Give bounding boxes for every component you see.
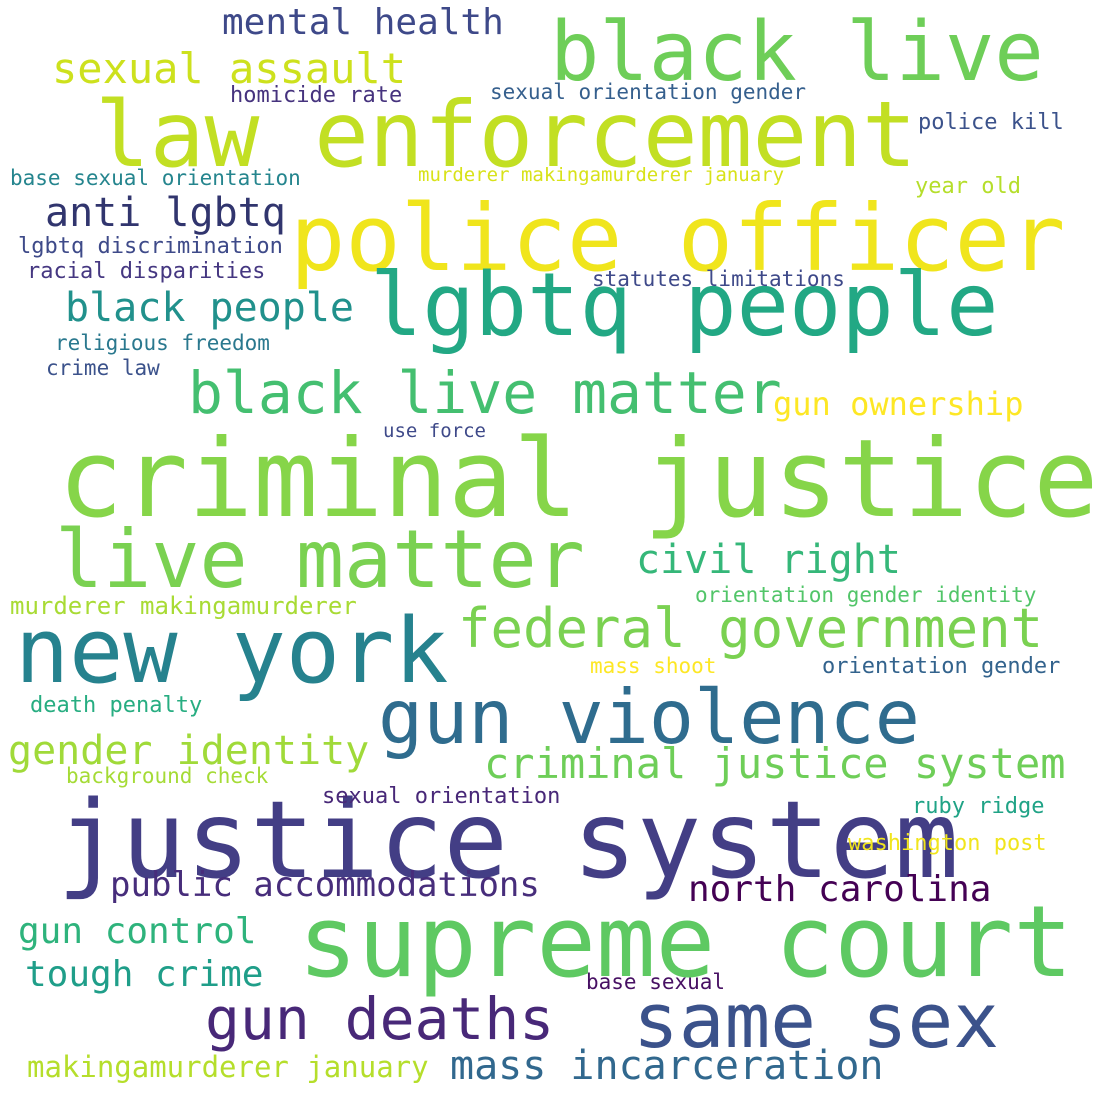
- word-gun-deaths: gun deaths: [205, 985, 555, 1053]
- word-black-people: black people: [65, 285, 354, 331]
- word-black-live-matter: black live matter: [188, 359, 782, 427]
- word-live-matter: live matter: [55, 513, 585, 606]
- word-tough-crime: tough crime: [25, 954, 264, 995]
- word-mass-incarceration: mass incarceration: [450, 1043, 884, 1089]
- word-criminal-justice-system: criminal justice system: [484, 739, 1066, 788]
- word-lgbtq-people: lgbtq people: [370, 254, 999, 356]
- word-base-sexual: base sexual: [586, 970, 726, 994]
- word-gun-ownership: gun ownership: [773, 385, 1024, 423]
- word-racial-disparities: racial disparities: [27, 259, 266, 284]
- word-same-sex: same sex: [633, 976, 1000, 1065]
- word-religious-freedom: religious freedom: [55, 331, 270, 355]
- word-murderer-makingamurderer-january: murderer makingamurderer january: [418, 164, 785, 186]
- word-makingamurderer-january: makingamurderer january: [27, 1050, 429, 1084]
- word-federal-government: federal government: [458, 597, 1044, 660]
- word-new-york: new york: [15, 599, 449, 704]
- word-sexual-orientation-gender: sexual orientation gender: [490, 80, 807, 104]
- word-base-sexual-orientation: base sexual orientation: [10, 166, 301, 190]
- word-police-officer: police officer: [290, 185, 1066, 292]
- word-death-penalty: death penalty: [30, 693, 203, 718]
- word-supreme-court: supreme court: [298, 885, 1073, 1000]
- word-north-carolina: north carolina: [688, 869, 992, 910]
- word-mental-health: mental health: [222, 2, 504, 43]
- word-ruby-ridge: ruby ridge: [912, 794, 1045, 819]
- word-civil-right: civil right: [636, 537, 901, 583]
- word-year-old: year old: [915, 174, 1021, 199]
- word-lgbtq-discrimination: lgbtq discrimination: [18, 234, 283, 259]
- word-law-enforcement: law enforcement: [95, 83, 917, 188]
- word-police-kill: police kill: [918, 110, 1064, 135]
- word-justice-system: justice system: [57, 779, 959, 903]
- word-washington-post: washington post: [848, 831, 1047, 856]
- word-orientation-gender: orientation gender: [822, 654, 1061, 679]
- word-background-check: background check: [66, 764, 269, 788]
- word-use-force: use force: [383, 420, 486, 442]
- word-gun-control: gun control: [18, 911, 257, 952]
- word-homicide-rate: homicide rate: [230, 83, 403, 108]
- word-crime-law: crime law: [46, 356, 160, 380]
- word-sexual-assault: sexual assault: [52, 44, 407, 93]
- word-murderer-makingamurderer: murderer makingamurderer: [10, 592, 357, 620]
- word-orientation-gender-identity: orientation gender identity: [695, 583, 1037, 607]
- word-gender-identity: gender identity: [8, 728, 370, 774]
- word-sexual-orientation: sexual orientation: [322, 784, 561, 809]
- word-mass-shoot: mass shoot: [590, 654, 717, 678]
- word-statutes-limitations: statutes limitations: [592, 267, 845, 291]
- word-black-live: black live: [550, 5, 1044, 100]
- word-criminal-justice: criminal justice: [58, 417, 1099, 542]
- word-anti-lgbtq: anti lgbtq: [45, 190, 286, 236]
- word-gun-violence: gun violence: [378, 673, 920, 761]
- word-public-accommodations: public accommodations: [110, 865, 540, 905]
